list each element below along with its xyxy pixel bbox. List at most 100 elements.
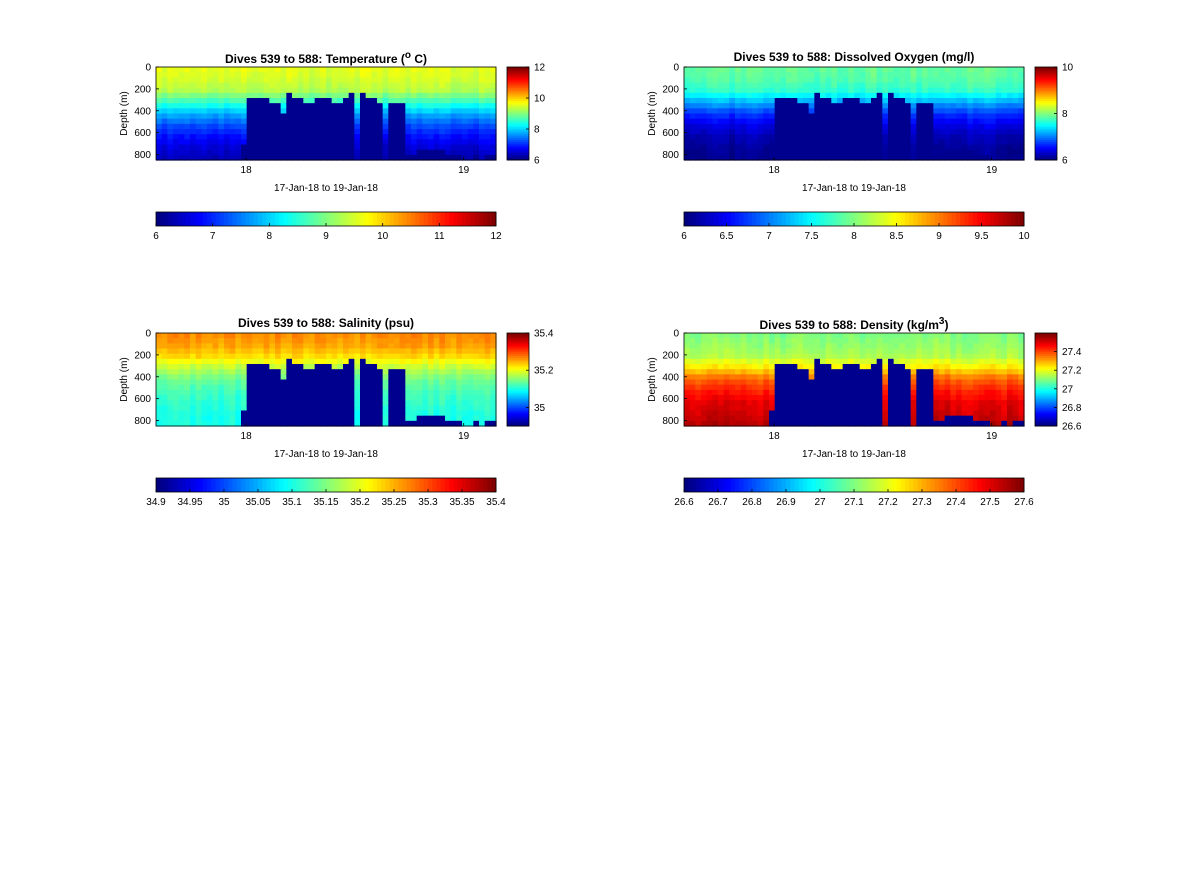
heatmap-cell bbox=[467, 410, 474, 417]
heatmap-cell bbox=[473, 333, 480, 339]
heatmap-cell bbox=[195, 353, 202, 360]
heatmap-cell bbox=[229, 154, 236, 161]
heatmap-cell bbox=[252, 149, 259, 156]
heatmap-cell bbox=[235, 103, 242, 109]
heatmap-cell bbox=[967, 103, 974, 109]
heatmap-cell bbox=[718, 415, 725, 422]
heatmap-cell bbox=[184, 379, 191, 386]
heatmap-cell bbox=[286, 420, 293, 427]
heatmap-cell bbox=[916, 92, 923, 99]
heatmap-cell bbox=[791, 134, 798, 140]
heatmap-cell bbox=[286, 87, 293, 94]
heatmap-cell bbox=[371, 348, 378, 355]
heatmap-cell bbox=[842, 374, 849, 381]
heatmap-cell bbox=[235, 338, 242, 344]
heatmap-cell bbox=[411, 348, 418, 355]
heatmap-cell bbox=[286, 364, 293, 370]
heatmap-cell bbox=[922, 348, 929, 355]
heatmap-cell bbox=[1001, 395, 1008, 401]
heatmap-cell bbox=[995, 374, 1002, 381]
heatmap-cell bbox=[467, 415, 474, 422]
heatmap-cell bbox=[207, 348, 214, 355]
heatmap-cell bbox=[224, 410, 231, 417]
heatmap-cell bbox=[814, 134, 821, 140]
heatmap-cell bbox=[718, 353, 725, 360]
heatmap-cell bbox=[258, 113, 265, 120]
heatmap-cell bbox=[184, 77, 191, 84]
heatmap-cell bbox=[984, 364, 991, 370]
heatmap-cell bbox=[360, 139, 367, 146]
heatmap-cell bbox=[354, 348, 361, 355]
heatmap-cell bbox=[156, 410, 163, 417]
heatmap-cell bbox=[854, 364, 861, 370]
heatmap-cell bbox=[780, 82, 787, 89]
heatmap-cell bbox=[882, 358, 889, 365]
heatmap-cell bbox=[865, 333, 872, 339]
heatmap-cell bbox=[848, 338, 855, 344]
colorbar-step bbox=[1035, 347, 1057, 351]
heatmap-cell bbox=[973, 98, 980, 104]
heatmap-cell bbox=[837, 123, 844, 130]
colorbar-step bbox=[807, 212, 812, 226]
heatmap-cell bbox=[854, 118, 861, 125]
heatmap-cell bbox=[950, 139, 957, 146]
heatmap-cell bbox=[224, 139, 231, 146]
heatmap-cell bbox=[944, 123, 951, 130]
heatmap-cell bbox=[173, 353, 180, 360]
heatmap-cell bbox=[167, 379, 174, 386]
heatmap-cell bbox=[933, 123, 940, 130]
heatmap-cell bbox=[297, 379, 304, 386]
heatmap-cell bbox=[167, 358, 174, 365]
heatmap-cell bbox=[740, 118, 747, 125]
heatmap-cell bbox=[995, 353, 1002, 360]
heatmap-cell bbox=[808, 98, 815, 104]
heatmap-cell bbox=[1001, 343, 1008, 350]
heatmap-cell bbox=[701, 410, 708, 417]
heatmap-cell bbox=[156, 108, 163, 115]
colorbar-step bbox=[841, 478, 846, 492]
heatmap-cell bbox=[462, 379, 469, 386]
heatmap-cell bbox=[354, 139, 361, 146]
heatmap-cell bbox=[774, 395, 781, 401]
heatmap-cell bbox=[439, 364, 446, 370]
heatmap-cell bbox=[416, 364, 423, 370]
colorbar-step bbox=[1035, 359, 1057, 362]
heatmap-cell bbox=[848, 384, 855, 391]
heatmap-cell bbox=[224, 420, 231, 427]
heatmap-cell bbox=[303, 389, 310, 396]
heatmap-cell bbox=[178, 400, 185, 406]
heatmap-cell bbox=[286, 67, 293, 73]
colorbar-step bbox=[436, 212, 442, 226]
heatmap-cell bbox=[831, 405, 838, 412]
heatmap-cell bbox=[740, 67, 747, 73]
heatmap-cell bbox=[882, 87, 889, 94]
heatmap-cell bbox=[752, 113, 759, 120]
heatmap-cell bbox=[820, 67, 827, 73]
heatmap-cell bbox=[848, 139, 855, 146]
colorbar-step bbox=[845, 212, 851, 226]
heatmap-cell bbox=[831, 420, 838, 427]
heatmap-cell bbox=[927, 87, 934, 94]
heatmap-cell bbox=[1012, 149, 1019, 156]
colorbar-tick-label: 9 bbox=[323, 231, 329, 242]
heatmap-cell bbox=[803, 77, 810, 84]
heatmap-cell bbox=[859, 353, 866, 360]
heatmap-cell bbox=[718, 113, 725, 120]
heatmap-cell bbox=[416, 67, 423, 73]
heatmap-cell bbox=[371, 410, 378, 417]
heatmap-cell bbox=[757, 353, 764, 360]
heatmap-cell bbox=[752, 139, 759, 146]
heatmap-cell bbox=[689, 420, 696, 427]
heatmap-cell bbox=[252, 343, 259, 350]
heatmap-cell bbox=[899, 415, 906, 422]
heatmap-cell bbox=[212, 118, 219, 125]
heatmap-cell bbox=[735, 389, 742, 396]
heatmap-cell bbox=[490, 67, 497, 73]
colorbar-step bbox=[866, 478, 872, 492]
heatmap-cell bbox=[416, 374, 423, 381]
colorbar-tick-label: 35.15 bbox=[313, 497, 338, 508]
heatmap-cell bbox=[740, 384, 747, 391]
heatmap-cell bbox=[893, 103, 900, 109]
heatmap-cell bbox=[161, 123, 168, 130]
heatmap-cell bbox=[718, 405, 725, 412]
